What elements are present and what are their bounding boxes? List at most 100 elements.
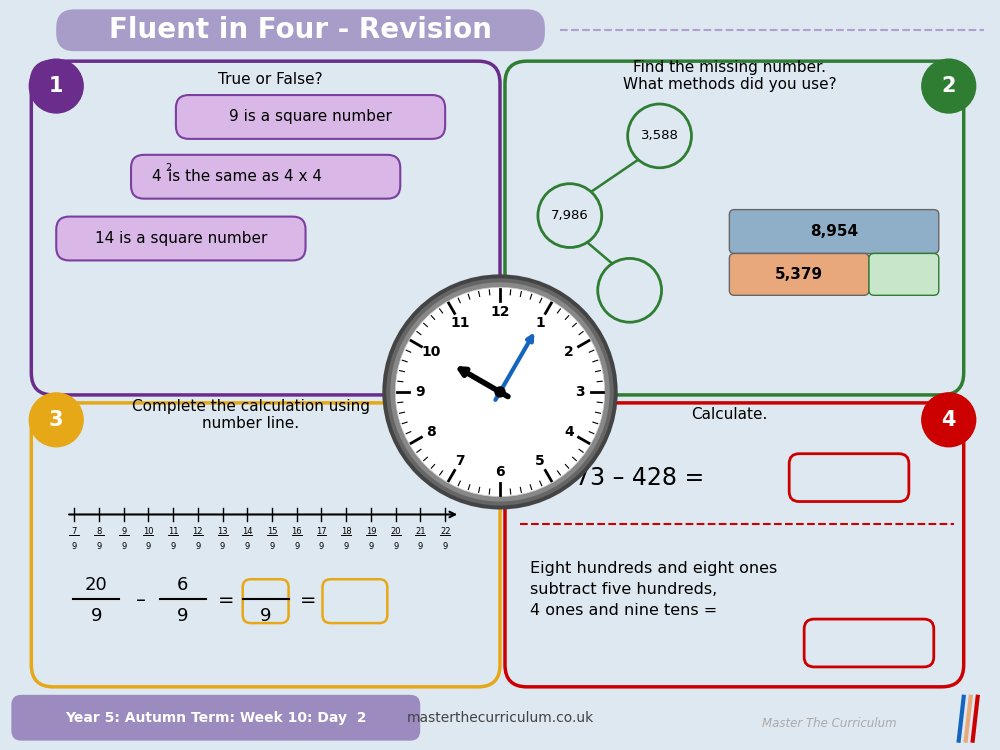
- Text: 9: 9: [96, 542, 102, 551]
- Text: 9: 9: [368, 542, 374, 551]
- Text: 12: 12: [193, 527, 203, 536]
- Text: True or False?: True or False?: [218, 71, 323, 86]
- Circle shape: [382, 274, 618, 509]
- Text: 5: 5: [535, 454, 545, 468]
- Text: 8: 8: [426, 424, 436, 439]
- Text: 18: 18: [341, 527, 352, 536]
- Text: 4: 4: [564, 424, 574, 439]
- Text: Year 5: Autumn Term: Week 10: Day  2: Year 5: Autumn Term: Week 10: Day 2: [65, 711, 367, 724]
- Text: 9: 9: [72, 542, 77, 551]
- FancyBboxPatch shape: [869, 254, 939, 296]
- FancyBboxPatch shape: [729, 209, 939, 254]
- Text: 6: 6: [177, 576, 189, 594]
- Text: 8,954: 8,954: [810, 224, 858, 239]
- Text: 15: 15: [267, 527, 277, 536]
- Text: Eight hundreds and eight ones
subtract five hundreds,
4 ones and nine tens =: Eight hundreds and eight ones subtract f…: [530, 561, 777, 618]
- Text: 7: 7: [455, 454, 465, 468]
- Text: 9: 9: [418, 542, 423, 551]
- Text: 9: 9: [319, 542, 324, 551]
- Circle shape: [29, 393, 83, 447]
- Text: Fluent in Four - Revision: Fluent in Four - Revision: [109, 16, 492, 44]
- Text: 9: 9: [170, 542, 176, 551]
- FancyBboxPatch shape: [322, 579, 387, 623]
- FancyBboxPatch shape: [176, 95, 445, 139]
- Text: 9: 9: [260, 607, 271, 625]
- Text: 9: 9: [269, 542, 275, 551]
- Circle shape: [922, 393, 976, 447]
- Text: Find the missing number.
What methods did you use?: Find the missing number. What methods di…: [623, 60, 836, 92]
- Text: 2: 2: [942, 76, 956, 96]
- Text: 22: 22: [440, 527, 450, 536]
- Text: Master The Curriculum: Master The Curriculum: [762, 717, 896, 730]
- Text: 9: 9: [220, 542, 225, 551]
- Text: 14: 14: [242, 527, 253, 536]
- Text: 12: 12: [490, 305, 510, 320]
- Text: 9: 9: [294, 542, 299, 551]
- FancyBboxPatch shape: [31, 62, 500, 395]
- Text: 5,379: 5,379: [775, 267, 823, 282]
- Text: 17: 17: [316, 527, 327, 536]
- Text: 4: 4: [151, 170, 161, 184]
- FancyBboxPatch shape: [11, 694, 420, 741]
- Circle shape: [395, 287, 605, 496]
- Text: 7: 7: [71, 527, 77, 536]
- Text: 20: 20: [390, 527, 401, 536]
- FancyBboxPatch shape: [243, 579, 289, 623]
- Circle shape: [922, 59, 976, 113]
- Text: =: =: [300, 591, 317, 610]
- Text: 3,588: 3,588: [641, 130, 678, 142]
- Text: is the same as 4 x 4: is the same as 4 x 4: [168, 170, 322, 184]
- Text: 21: 21: [415, 527, 426, 536]
- Text: 3: 3: [575, 385, 585, 399]
- Text: 10: 10: [421, 345, 441, 359]
- Text: 7,986: 7,986: [551, 209, 589, 222]
- Text: 9: 9: [177, 607, 189, 625]
- Text: 9: 9: [121, 542, 126, 551]
- Text: 873 – 428 =: 873 – 428 =: [560, 466, 704, 490]
- Text: 9: 9: [443, 542, 448, 551]
- Text: 9: 9: [121, 527, 126, 536]
- Text: 14 is a square number: 14 is a square number: [95, 231, 267, 246]
- Circle shape: [598, 259, 662, 322]
- Text: 16: 16: [291, 527, 302, 536]
- FancyBboxPatch shape: [505, 62, 964, 395]
- Text: 13: 13: [217, 527, 228, 536]
- FancyBboxPatch shape: [56, 9, 545, 51]
- Text: =: =: [218, 591, 234, 610]
- FancyBboxPatch shape: [505, 403, 964, 687]
- FancyBboxPatch shape: [56, 217, 306, 260]
- Text: 9: 9: [90, 607, 102, 625]
- Text: 6: 6: [495, 465, 505, 478]
- Text: Calculate.: Calculate.: [691, 407, 768, 422]
- Text: 8: 8: [96, 527, 102, 536]
- FancyBboxPatch shape: [131, 154, 400, 199]
- Text: 9: 9: [245, 542, 250, 551]
- Circle shape: [538, 184, 602, 248]
- Circle shape: [29, 59, 83, 113]
- FancyBboxPatch shape: [804, 619, 934, 667]
- Text: 11: 11: [168, 527, 178, 536]
- Circle shape: [390, 282, 610, 502]
- Text: 20: 20: [85, 576, 108, 594]
- Text: 10: 10: [143, 527, 154, 536]
- Text: 19: 19: [366, 527, 376, 536]
- Text: 2: 2: [165, 163, 172, 172]
- Text: –: –: [136, 591, 146, 610]
- Text: 9 is a square number: 9 is a square number: [229, 110, 392, 125]
- Text: 9: 9: [344, 542, 349, 551]
- Text: 3: 3: [49, 410, 63, 430]
- Text: 11: 11: [450, 316, 470, 330]
- Text: 4: 4: [942, 410, 956, 430]
- Text: masterthecurriculum.co.uk: masterthecurriculum.co.uk: [406, 711, 594, 724]
- Circle shape: [628, 104, 691, 168]
- Text: 2: 2: [564, 345, 574, 359]
- Text: 1: 1: [535, 316, 545, 330]
- Text: 9: 9: [415, 385, 425, 399]
- FancyBboxPatch shape: [31, 403, 500, 687]
- Text: 1: 1: [49, 76, 63, 96]
- FancyBboxPatch shape: [729, 254, 869, 296]
- Text: Complete the calculation using
number line.: Complete the calculation using number li…: [132, 399, 370, 431]
- Text: 9: 9: [195, 542, 200, 551]
- Circle shape: [386, 278, 614, 506]
- Text: 9: 9: [393, 542, 398, 551]
